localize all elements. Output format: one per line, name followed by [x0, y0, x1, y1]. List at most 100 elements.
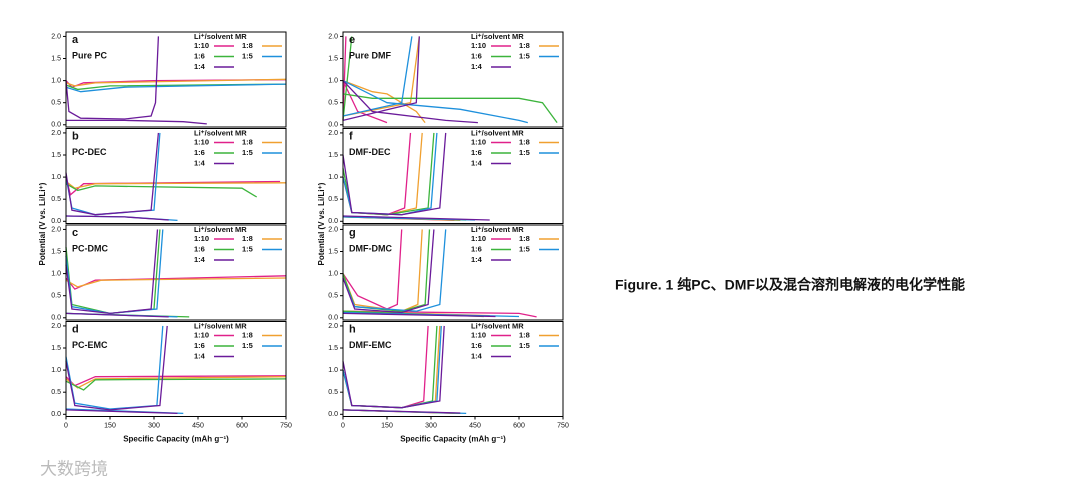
panel-label: d	[72, 323, 79, 335]
legend-label: 1:10	[471, 41, 486, 50]
data-line	[342, 229, 490, 317]
legend-title: Li⁺/solvent MR	[194, 225, 247, 234]
panel-label: c	[72, 227, 78, 239]
caption: Figure. 1 纯PC、DMF以及混合溶剂电解液的电化学性能	[615, 277, 965, 293]
x-tick-label: 450	[192, 422, 204, 429]
legend-label: 1:6	[194, 244, 205, 253]
legend-label: 1:4	[194, 62, 206, 71]
panel-label: e	[349, 34, 355, 46]
legend-label: 1:8	[519, 41, 530, 50]
legend-label: 1:8	[242, 234, 253, 243]
y-tick-label: 0.0	[51, 411, 61, 418]
legend-label: 1:10	[194, 234, 209, 243]
plot-frame	[65, 321, 287, 417]
y-axis-label: Potential (V vs. Li/Li⁺)	[317, 182, 326, 265]
data-line	[342, 36, 528, 124]
legend-title: Li⁺/solvent MR	[194, 32, 247, 41]
y-tick-label: 2.0	[328, 226, 338, 233]
data-line	[342, 229, 496, 318]
data-line	[65, 36, 207, 125]
y-tick-label: 1.5	[51, 345, 61, 352]
x-axis-label: Specific Capacity (mAh g⁻¹)	[123, 435, 229, 444]
panel-name: Pure PC	[72, 50, 108, 60]
legend-label: 1:5	[519, 244, 530, 253]
plot-frame	[342, 321, 564, 417]
panel-name: PC-DMC	[72, 243, 108, 253]
y-tick-label: 1.0	[328, 270, 338, 277]
y-tick-label: 0.5	[328, 389, 338, 396]
legend-label: 1:8	[242, 41, 253, 50]
data-line	[342, 36, 388, 124]
legend-label: 1:4	[471, 158, 483, 167]
x-tick-label: 600	[236, 422, 248, 429]
legend-label: 1:6	[471, 341, 482, 350]
x-tick-label: 0	[64, 422, 68, 429]
plot-frame	[65, 224, 287, 321]
y-tick-label: 1.5	[51, 248, 61, 255]
y-tick-label: 1.5	[328, 248, 338, 255]
legend-title: Li⁺/solvent MR	[194, 128, 247, 137]
x-tick-label: 150	[381, 422, 393, 429]
data-line	[65, 132, 169, 221]
y-tick-label: 0.0	[51, 218, 61, 225]
y-tick-label: 1.0	[51, 77, 61, 84]
legend-label: 1:6	[471, 244, 482, 253]
legend-label: 1:4	[194, 255, 206, 264]
y-tick-label: 1.5	[328, 55, 338, 62]
panel-label: g	[349, 227, 356, 239]
y-tick-label: 0.0	[51, 315, 61, 322]
y-tick-label: 1.5	[328, 345, 338, 352]
legend-label: 1:4	[194, 158, 206, 167]
y-tick-label: 2.0	[51, 33, 61, 40]
legend-label: 1:10	[471, 330, 486, 339]
x-tick-label: 0	[341, 422, 345, 429]
y-tick-label: 2.0	[328, 33, 338, 40]
y-tick-label: 0.5	[51, 196, 61, 203]
x-tick-label: 300	[425, 422, 437, 429]
data-line	[65, 183, 258, 198]
panel-name: PC-EMC	[72, 340, 108, 350]
legend-label: 1:10	[471, 234, 486, 243]
legend-title: Li⁺/solvent MR	[471, 225, 524, 234]
x-tick-label: 750	[280, 422, 292, 429]
legend-label: 1:10	[194, 330, 209, 339]
legend-label: 1:8	[242, 330, 253, 339]
y-tick-label: 0.5	[51, 389, 61, 396]
legend-label: 1:6	[194, 341, 205, 350]
legend-label: 1:6	[471, 51, 482, 60]
y-tick-label: 0.0	[328, 218, 338, 225]
legend-label: 1:5	[519, 148, 530, 157]
y-axis-label: Potential (V vs. Li/Li⁺)	[38, 182, 47, 265]
plot-frame	[342, 31, 564, 128]
data-line	[65, 378, 287, 391]
legend-label: 1:5	[242, 148, 253, 157]
legend-label: 1:8	[519, 330, 530, 339]
y-tick-label: 1.5	[51, 55, 61, 62]
y-tick-label: 1.0	[328, 77, 338, 84]
legend-label: 1:4	[471, 255, 483, 264]
panel-name: PC-DEC	[72, 147, 107, 157]
data-line	[65, 277, 287, 288]
data-line	[65, 83, 287, 93]
panel-name: DMF-DEC	[349, 147, 391, 157]
legend-label: 1:8	[519, 234, 530, 243]
plot-frame	[65, 31, 287, 128]
y-tick-label: 1.0	[51, 174, 61, 181]
y-tick-label: 1.0	[51, 367, 61, 374]
legend-label: 1:10	[194, 137, 209, 146]
y-tick-label: 2.0	[51, 226, 61, 233]
y-tick-label: 2.0	[328, 323, 338, 330]
y-tick-label: 0.5	[328, 196, 338, 203]
legend-title: Li⁺/solvent MR	[471, 321, 524, 330]
legend-label: 1:10	[471, 137, 486, 146]
panel-name: DMF-EMC	[349, 340, 392, 350]
legend-label: 1:5	[519, 51, 530, 60]
data-line	[342, 36, 558, 123]
legend-label: 1:4	[471, 351, 483, 360]
y-tick-label: 1.5	[328, 152, 338, 159]
data-line	[65, 325, 178, 415]
y-tick-label: 0.0	[51, 122, 61, 129]
y-tick-label: 1.0	[328, 367, 338, 374]
data-line	[342, 132, 490, 221]
